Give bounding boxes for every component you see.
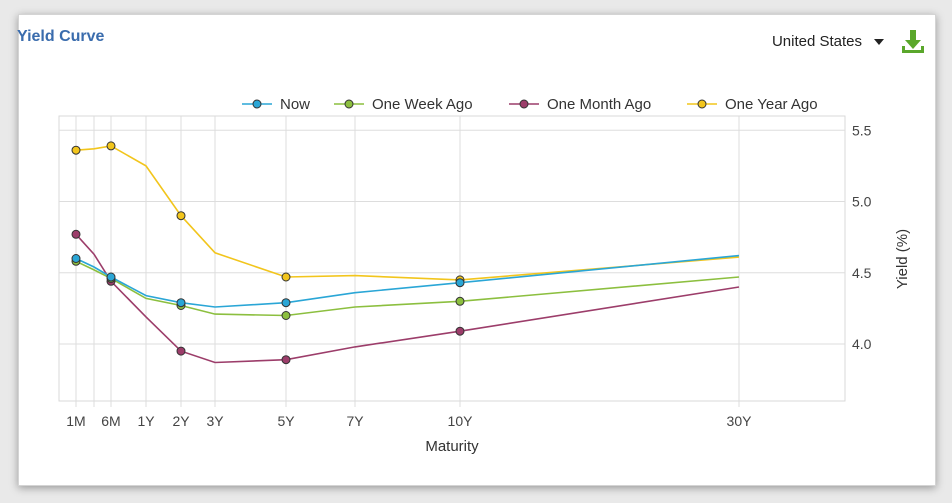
- legend-item[interactable]: One Week Ago: [334, 96, 473, 113]
- y-tick-label: 4.0: [852, 336, 872, 352]
- plot-area-border: [58, 115, 846, 402]
- data-point[interactable]: [106, 141, 116, 151]
- legend-label: One Month Ago: [547, 96, 651, 113]
- data-point[interactable]: [71, 229, 81, 239]
- y-tick-label: 4.5: [852, 265, 872, 281]
- legend-marker: [344, 99, 354, 109]
- data-point[interactable]: [455, 278, 465, 288]
- legend-item[interactable]: Now: [242, 96, 310, 113]
- download-icon: [902, 30, 924, 53]
- data-point[interactable]: [281, 355, 291, 365]
- x-axis-ticks: 1M 6M 1Y 2Y 3Y 5Y 7Y 10Y 30Y: [66, 413, 752, 429]
- series-line: [75, 145, 740, 281]
- chevron-down-icon: [874, 38, 884, 45]
- x-axis-title: Maturity: [425, 438, 479, 455]
- data-point[interactable]: [176, 346, 186, 356]
- y-axis-title: Yield (%): [894, 229, 911, 289]
- data-point[interactable]: [106, 272, 116, 282]
- data-point[interactable]: [281, 272, 291, 282]
- data-point[interactable]: [281, 298, 291, 308]
- data-point[interactable]: [71, 145, 81, 155]
- page-title: Yield Curve: [17, 28, 105, 45]
- chart-series: [71, 141, 740, 365]
- legend-marker: [697, 99, 707, 109]
- legend-label: Now: [280, 96, 310, 113]
- chart-grid: [58, 115, 846, 407]
- data-point[interactable]: [176, 298, 186, 308]
- y-tick-label: 5.5: [852, 122, 872, 138]
- x-tick-label: 5Y: [277, 413, 295, 429]
- data-point[interactable]: [455, 296, 465, 306]
- x-tick-label: 2Y: [172, 413, 190, 429]
- data-point[interactable]: [71, 254, 81, 263]
- data-point[interactable]: [281, 311, 291, 320]
- legend-item[interactable]: One Month Ago: [509, 96, 651, 113]
- x-tick-label: 30Y: [727, 413, 753, 429]
- x-tick-label: 10Y: [448, 413, 474, 429]
- download-button[interactable]: [900, 28, 926, 56]
- x-tick-label: 7Y: [346, 413, 364, 429]
- legend-item[interactable]: One Year Ago: [687, 96, 818, 113]
- x-tick-label: 3Y: [206, 413, 224, 429]
- x-tick-label: 6M: [101, 413, 120, 429]
- chart-legend: Now One Week Ago One Month Ago One Year Ago: [242, 96, 818, 113]
- y-axis-ticks: 4.0 4.5 5.0 5.5: [852, 122, 872, 352]
- legend-marker: [519, 99, 529, 109]
- legend-marker: [252, 99, 262, 109]
- x-tick-label: 1M: [66, 413, 85, 429]
- chart-card: [18, 14, 936, 486]
- legend-label: One Year Ago: [725, 96, 818, 113]
- data-point[interactable]: [455, 326, 465, 336]
- legend-label: One Week Ago: [372, 96, 473, 113]
- country-label: United States: [771, 33, 862, 50]
- series-line: [75, 260, 740, 317]
- y-tick-label: 5.0: [852, 194, 872, 210]
- x-tick-label: 1Y: [137, 413, 155, 429]
- series-line: [75, 233, 740, 364]
- data-point[interactable]: [176, 211, 186, 221]
- country-selector[interactable]: United States: [772, 33, 884, 50]
- series-line: [75, 254, 740, 308]
